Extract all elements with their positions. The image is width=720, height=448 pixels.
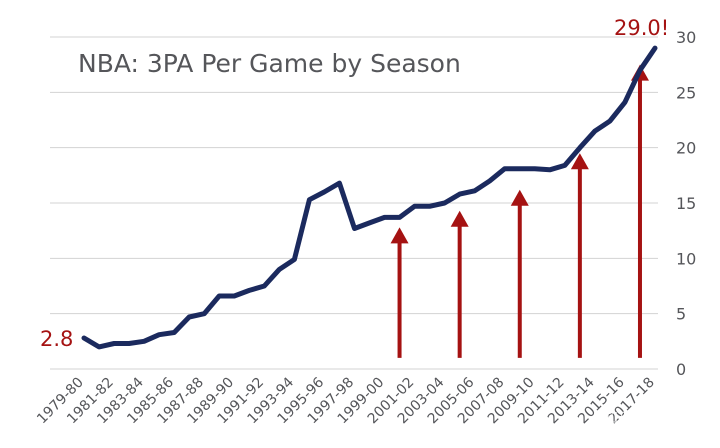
- start-value-annotation: 2.8: [40, 327, 73, 351]
- x-axis: 1979-801981-821983-841985-861987-881989-…: [34, 374, 658, 427]
- growth-arrow-head: [390, 227, 409, 244]
- watermark: 知乎 @浪斌: [604, 410, 678, 427]
- y-tick-label: 30: [676, 28, 696, 47]
- y-tick-label: 15: [676, 194, 696, 213]
- series-line: [81, 45, 658, 350]
- gridlines: [50, 36, 658, 370]
- growth-arrow-head: [450, 210, 469, 227]
- growth-arrow-head: [510, 189, 529, 206]
- y-tick-label: 10: [676, 249, 696, 268]
- growth-arrow-head: [570, 153, 589, 170]
- end-value-annotation: 29.0!: [614, 16, 669, 40]
- chart-title: NBA: 3PA Per Game by Season: [78, 49, 461, 78]
- y-tick-label: 0: [676, 360, 686, 379]
- y-tick-label: 20: [676, 139, 696, 158]
- y-tick-label: 5: [676, 305, 686, 324]
- y-axis: 0 5 10 15 20 25 30: [676, 28, 696, 379]
- y-tick-label: 25: [676, 83, 696, 102]
- series-lines: [81, 45, 658, 350]
- arrows: [390, 64, 649, 358]
